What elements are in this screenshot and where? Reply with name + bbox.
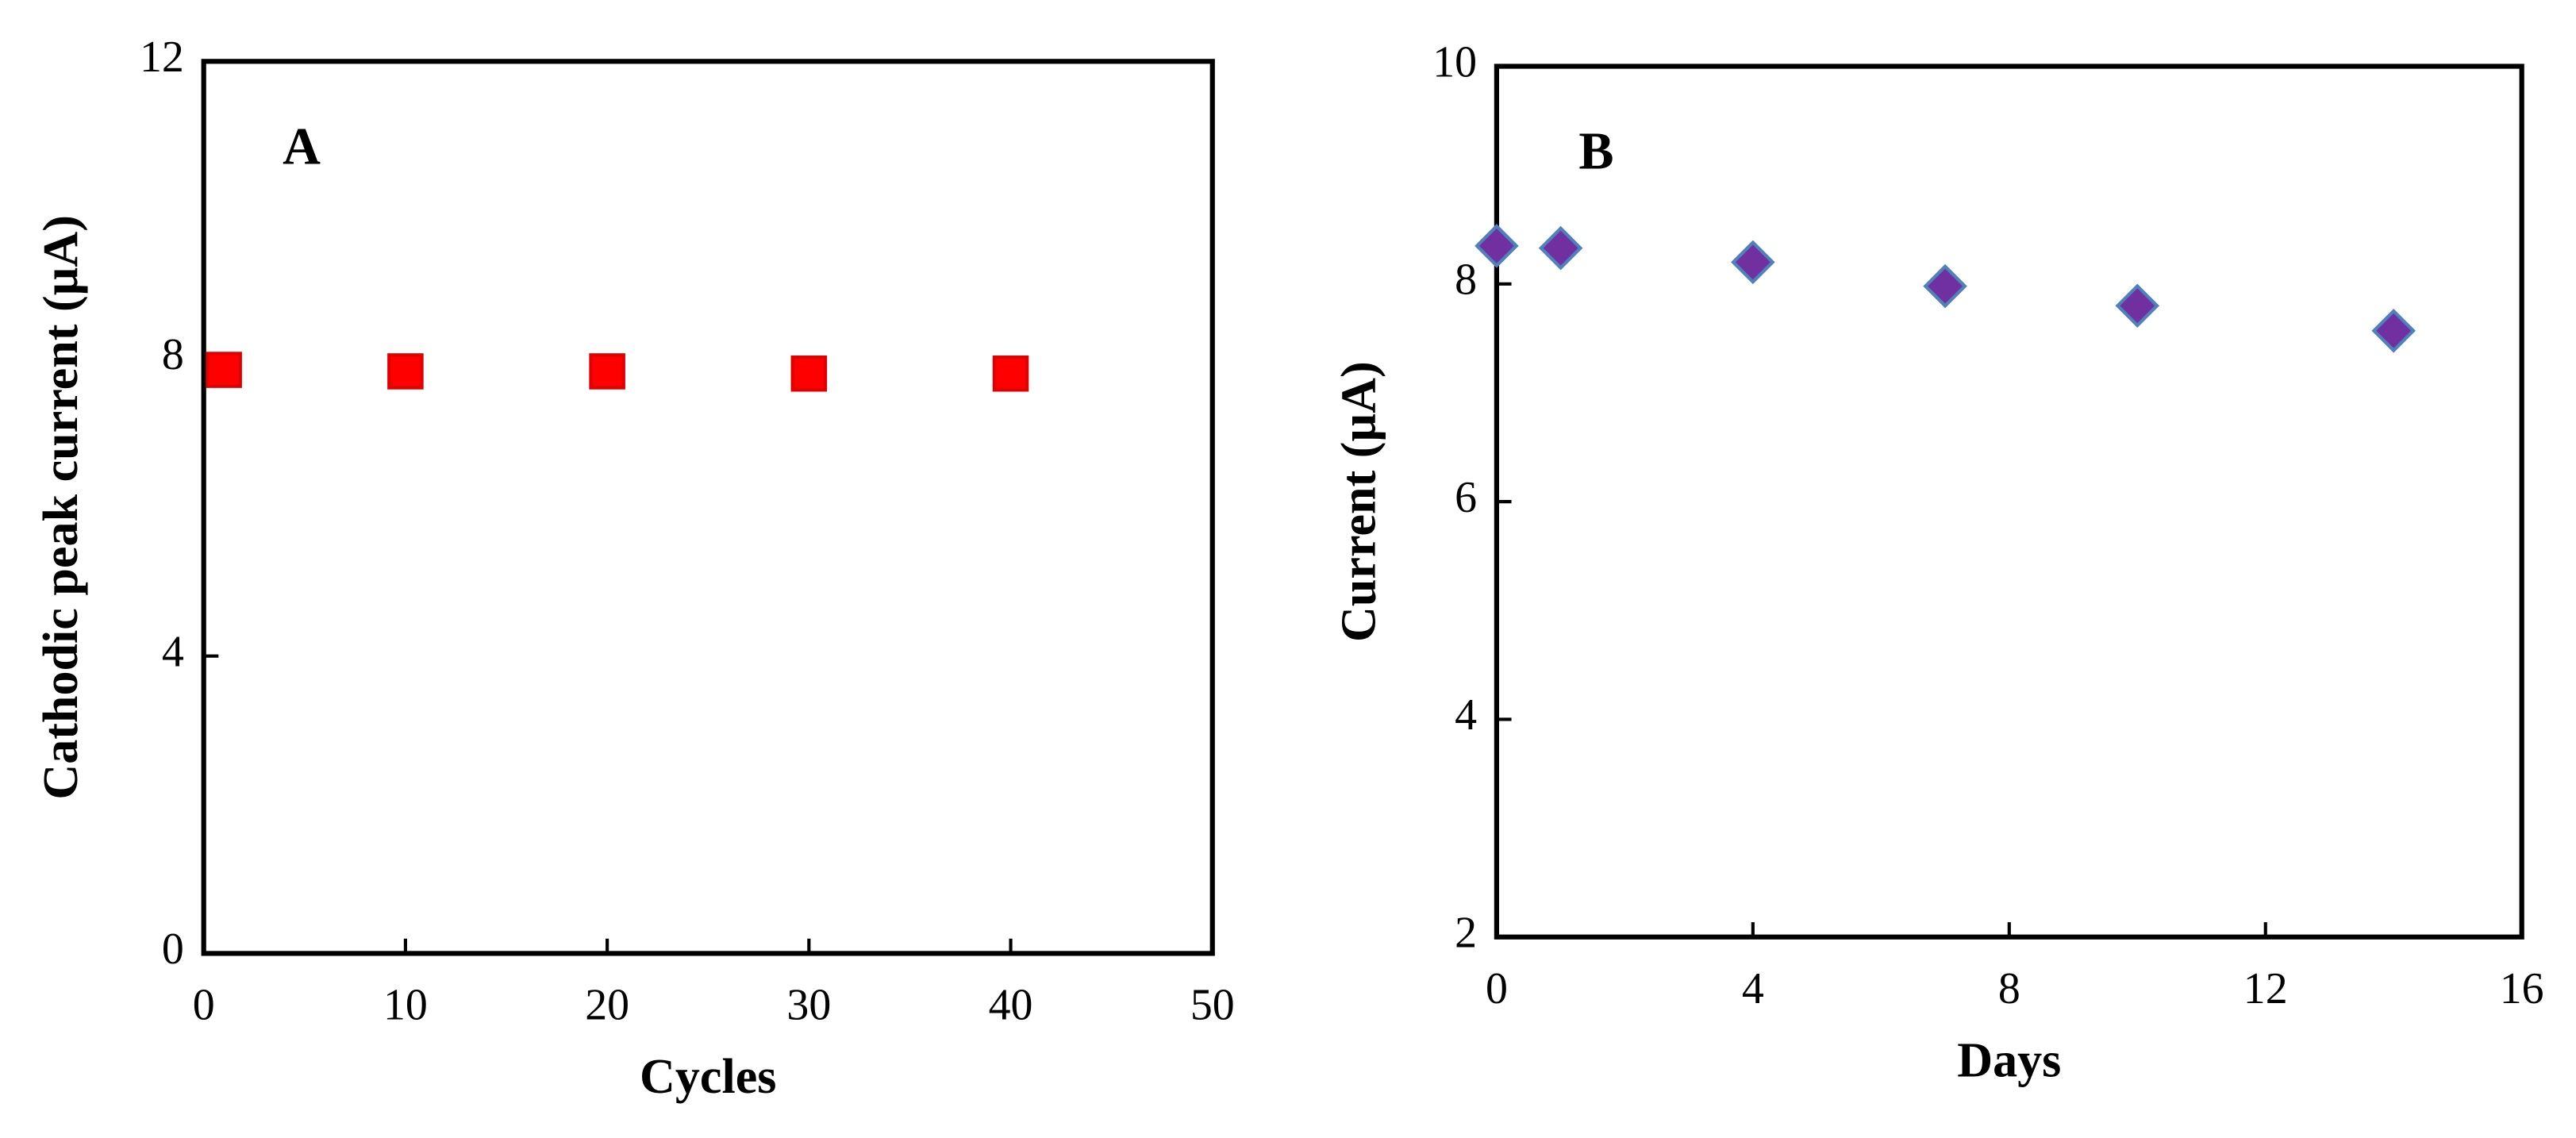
y-tick-label: 12 — [140, 33, 184, 82]
data-point — [1538, 225, 1583, 271]
panel-label: A — [283, 117, 321, 175]
y-tick-label: 0 — [162, 925, 184, 974]
y-axis-label: Cathodic peak current (µA) — [34, 215, 88, 800]
x-tick-label: 4 — [1742, 964, 1764, 1013]
x-tick-label: 8 — [1998, 964, 2020, 1013]
data-point — [589, 353, 625, 390]
panel-label: B — [1578, 123, 1613, 181]
y-tick-label: 6 — [1455, 473, 1477, 522]
data-point — [790, 355, 828, 392]
x-tick-label: 50 — [1190, 981, 1235, 1030]
x-tick-label: 40 — [989, 981, 1033, 1030]
x-tick-label: 10 — [383, 981, 428, 1030]
y-axis-label: Current (µA) — [1332, 361, 1386, 642]
y-tick-label: 4 — [162, 628, 184, 677]
x-axis-label: Days — [1957, 1033, 2061, 1087]
data-point — [1474, 224, 1519, 268]
x-tick-label: 16 — [2500, 964, 2544, 1013]
data-point — [1923, 263, 1967, 309]
data-point — [2371, 309, 2416, 353]
x-tick-label: 12 — [2243, 964, 2288, 1013]
y-tick-label: 4 — [1455, 690, 1477, 740]
plot-frame — [201, 59, 1215, 956]
data-point — [992, 355, 1029, 392]
data-point — [2115, 283, 2160, 329]
y-tick-label: 8 — [1455, 256, 1477, 305]
x-tick-label: 20 — [585, 981, 629, 1030]
y-tick-label: 2 — [1455, 909, 1477, 958]
x-tick-label: 0 — [193, 981, 215, 1030]
y-tick-label: 8 — [162, 330, 184, 379]
data-point — [387, 353, 424, 390]
data-point — [1731, 240, 1775, 285]
x-axis-label: Cycles — [640, 1050, 776, 1104]
plot-frame — [1494, 63, 2524, 940]
data-point — [206, 352, 242, 388]
x-tick-label: 30 — [786, 981, 831, 1030]
y-tick-label: 10 — [1432, 37, 1477, 87]
x-tick-label: 0 — [1486, 964, 1508, 1013]
